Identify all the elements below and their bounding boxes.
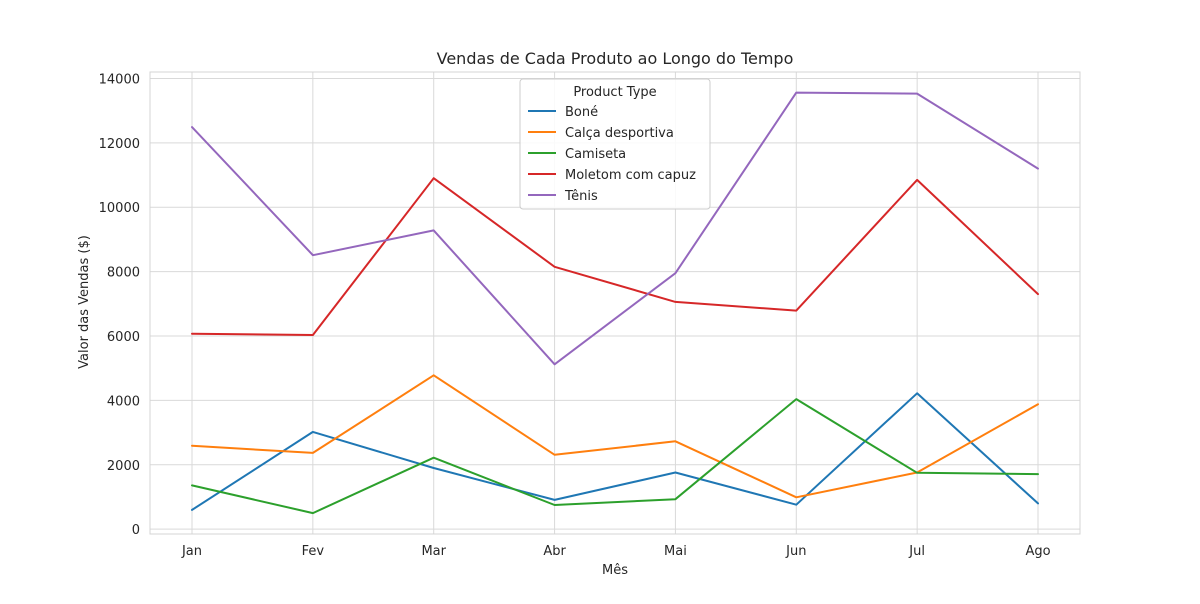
legend: Product Type Boné Calça desportiva Camiseta… [519,78,711,210]
legend-label-camiseta: Camiseta [565,147,626,162]
x-tick-label: Mar [421,544,446,559]
tick-labels: 0 2000 4000 6000 8000 10000 12000 14000 Jan Fev Ma… [99,72,1051,559]
series-line-calca-desportiva [191,374,1039,499]
plot-border [149,71,1081,535]
x-axis-title: Mês [602,563,628,578]
y-tick-label: 0 [132,523,140,538]
y-tick-label: 6000 [107,330,140,345]
y-tick-label: 14000 [99,72,140,87]
series-line-tenis [191,91,1039,366]
x-tick-label: Jan [181,544,202,559]
x-tick-label: Ago [1025,544,1050,559]
legend-label-calca-desportiva: Calça desportiva [565,126,674,141]
legend-title: Product Type [573,85,656,100]
y-axis-title: Valor das Vendas ($) [77,235,92,369]
y-tick-label: 8000 [107,266,140,281]
legend-label-moletom-com-capuz: Moletom com capuz [565,168,696,183]
x-tick-label: Fev [302,544,325,559]
series-lines [191,91,1039,515]
y-tick-label: 2000 [107,459,140,474]
y-tick-label: 12000 [99,137,140,152]
chart-title: Vendas de Cada Produto ao Longo do Tempo [437,49,794,68]
plot-frame [149,71,1081,535]
x-tick-label: Jun [785,544,806,559]
series-line-bone [191,392,1039,511]
x-tick-label: Jul [908,544,925,559]
x-tick-label: Abr [543,544,566,559]
legend-label-bone: Boné [565,105,598,120]
y-tick-label: 4000 [107,394,140,409]
series-line-camiseta [191,398,1039,515]
y-tick-label: 10000 [99,201,140,216]
legend-box [519,78,711,210]
series-line-moletom-com-capuz [191,177,1039,336]
legend-label-tenis: Tênis [564,189,598,204]
x-tick-label: Mai [664,544,687,559]
